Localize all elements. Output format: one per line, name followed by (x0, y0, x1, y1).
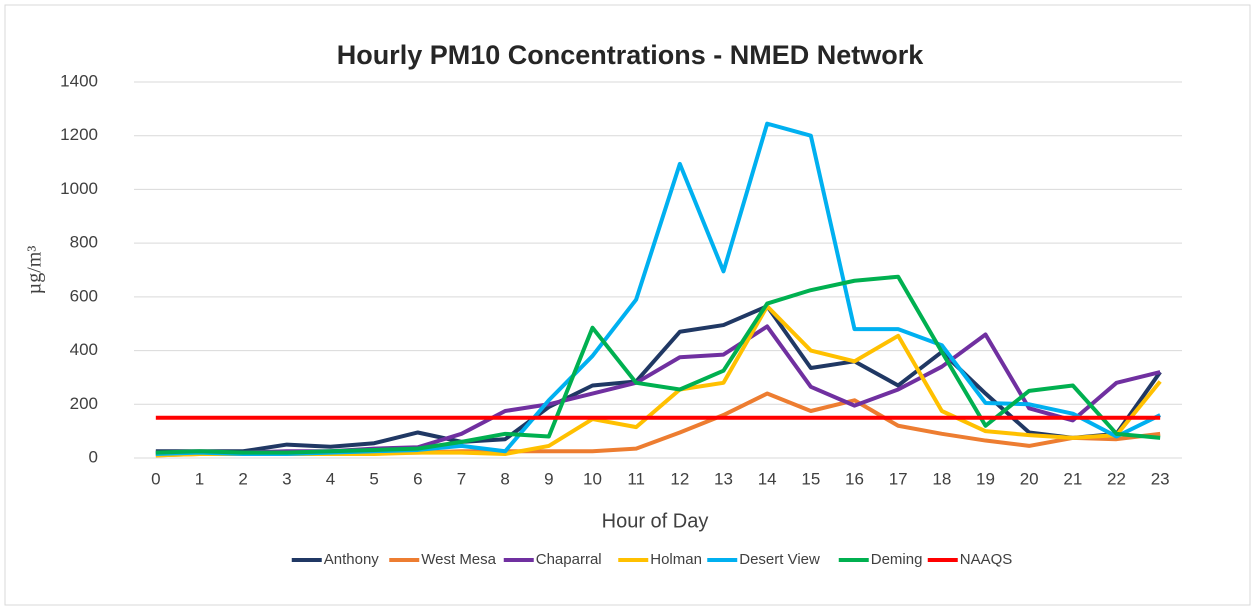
x-tick-label: 9 (544, 469, 553, 488)
y-tick-label: 0 (89, 447, 98, 466)
x-tick-label: 21 (1063, 469, 1082, 488)
x-tick-label: 15 (801, 469, 820, 488)
legend-label: Anthony (324, 551, 380, 568)
x-tick-label: 5 (369, 469, 378, 488)
y-tick-label: 1000 (60, 179, 98, 198)
x-tick-label: 1 (195, 469, 204, 488)
x-tick-label: 16 (845, 469, 864, 488)
x-tick-label: 11 (627, 469, 645, 488)
x-tick-label: 2 (238, 469, 247, 488)
x-tick-label: 19 (976, 469, 995, 488)
y-tick-label: 1400 (60, 71, 98, 90)
chart-border (4, 4, 1251, 606)
y-tick-label: 200 (70, 394, 98, 413)
chart-title: Hourly PM10 Concentrations - NMED Networ… (337, 40, 925, 70)
x-tick-label: 3 (282, 469, 291, 488)
x-tick-label: 10 (583, 469, 602, 488)
y-axis-title: µg/m³ (24, 246, 46, 295)
x-tick-label: 7 (457, 469, 466, 488)
x-tick-label: 0 (151, 469, 160, 488)
x-axis-title: Hour of Day (602, 510, 709, 532)
legend-label: Chaparral (536, 551, 602, 568)
x-tick-label: 8 (500, 469, 509, 488)
y-tick-label: 800 (70, 233, 98, 252)
series-line (155, 274, 1161, 455)
series-line (155, 304, 1162, 454)
y-tick-label: 400 (70, 340, 98, 359)
x-tick-label: 4 (326, 469, 335, 488)
x-tick-label: 17 (889, 469, 908, 488)
legend-label: Desert View (739, 551, 820, 568)
x-tick-label: 12 (670, 469, 689, 488)
x-tick-label: 20 (1020, 469, 1039, 488)
y-tick-label: 600 (70, 286, 98, 305)
x-tick-label: 22 (1107, 469, 1126, 488)
x-tick-label: 18 (932, 469, 951, 488)
legend-label: NAAQS (960, 551, 1013, 568)
x-tick-label: 13 (714, 469, 733, 488)
legend-label: West Mesa (421, 551, 496, 568)
legend-label: Deming (871, 551, 923, 568)
x-tick-label: 14 (758, 469, 777, 488)
y-tick-label: 1200 (60, 125, 98, 144)
legend-label: Holman (650, 551, 702, 568)
x-tick-label: 23 (1151, 469, 1170, 488)
x-tick-label: 6 (413, 469, 422, 488)
